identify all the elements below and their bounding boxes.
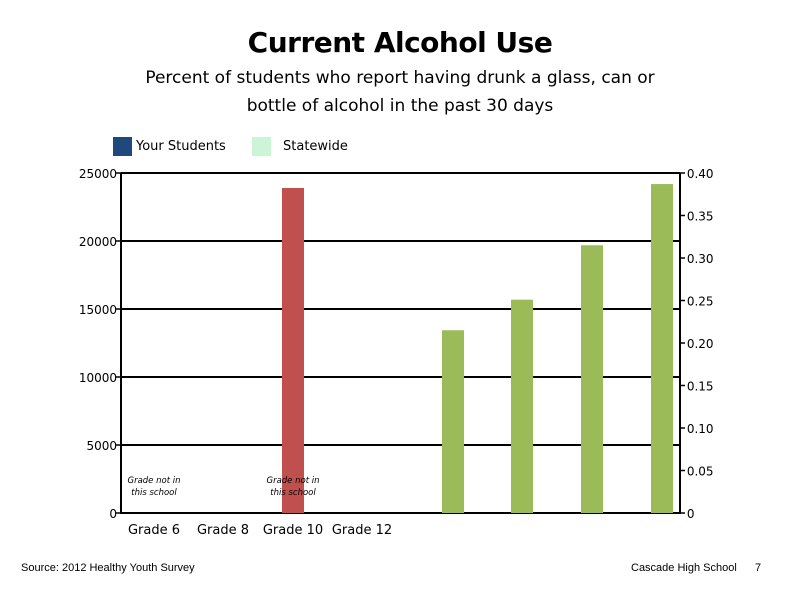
- right-axis-tick-label: 0.25: [683, 295, 714, 309]
- right-axis-tick-label: 0.15: [683, 380, 714, 394]
- bar-right-series: [651, 184, 673, 514]
- right-axis-tick-label: 0.40: [683, 167, 714, 181]
- legend-label-your-students: Your Students: [136, 138, 226, 154]
- x-axis-category-label: Grade 6: [128, 523, 180, 538]
- left-axis-tick-label: 10000: [79, 371, 117, 385]
- bar-right-series: [511, 299, 533, 513]
- page-number: 7: [755, 562, 762, 574]
- x-axis-category-label: Grade 12: [332, 523, 392, 538]
- annotation-grade-not-in-school: this school: [131, 488, 177, 498]
- bar-right-series: [581, 245, 603, 513]
- left-axis-tick-label: 5000: [86, 439, 117, 453]
- right-axis-tick-label: 0.05: [683, 465, 714, 479]
- bar-left-series: [282, 187, 304, 513]
- right-axis-tick-label: 0: [683, 507, 694, 521]
- x-axis-category-label: Grade 10: [263, 523, 323, 538]
- school-name: Cascade High School: [631, 562, 737, 574]
- annotation-grade-not-in-school: this school: [270, 488, 316, 498]
- right-axis-tick-label: 0.10: [683, 422, 714, 436]
- annotation-grade-not-in-school: Grade not in: [267, 476, 320, 486]
- x-axis-category-label: Grade 8: [197, 523, 249, 538]
- annotation-grade-not-in-school: Grade not in: [128, 476, 181, 486]
- legend-label-statewide: Statewide: [283, 138, 348, 154]
- left-axis-tick-label: 0: [109, 507, 117, 521]
- legend-item-statewide: Statewide: [252, 136, 348, 156]
- right-axis-tick-label: 0.30: [683, 252, 714, 266]
- legend-item-your-students: Your Students: [113, 136, 226, 156]
- legend-swatch-your-students: [113, 136, 132, 156]
- source-note: Source: 2012 Healthy Youth Survey: [21, 562, 195, 574]
- chart-subtitle-line2: bottle of alcohol in the past 30 days: [246, 96, 554, 116]
- legend-swatch-statewide: [252, 136, 271, 156]
- left-axis-tick-label: 15000: [79, 303, 117, 317]
- right-axis-tick-label: 0.20: [683, 337, 714, 351]
- bar-right-series: [442, 330, 464, 513]
- left-axis-tick-label: 20000: [79, 235, 117, 249]
- chart-title: Current Alcohol Use: [247, 26, 553, 59]
- right-axis-tick-label: 0.35: [683, 210, 714, 224]
- left-axis-tick-label: 25000: [79, 167, 117, 181]
- chart-subtitle-line1: Percent of students who report having dr…: [145, 68, 655, 88]
